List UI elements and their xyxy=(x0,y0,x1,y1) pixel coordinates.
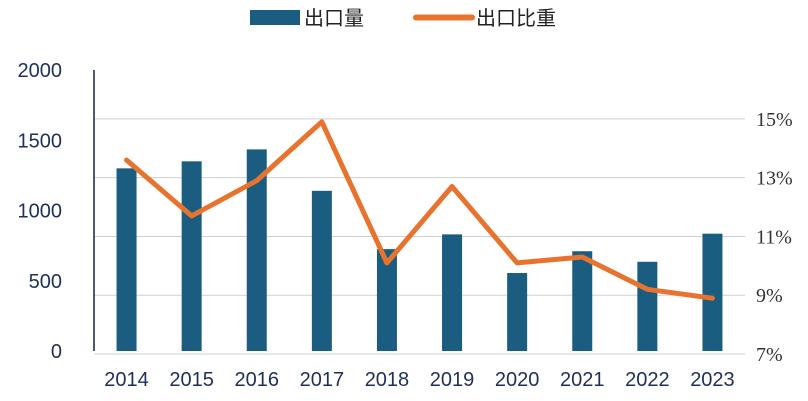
y-right-tick-3: 13% xyxy=(756,168,793,190)
line-path xyxy=(124,119,715,301)
bar-2016 xyxy=(246,149,267,351)
x-tick-2015: 2015 xyxy=(169,369,214,391)
y-left-tick-500: 500 xyxy=(29,271,62,293)
y-left-tick-0: 0 xyxy=(51,341,62,363)
bar-2018 xyxy=(376,249,397,351)
x-tick-2020: 2020 xyxy=(495,369,540,391)
gridlines xyxy=(94,118,745,355)
bar-2019 xyxy=(442,234,463,351)
legend: 出口量 出口比重 xyxy=(250,6,556,30)
bar-2020 xyxy=(507,273,528,351)
bar-2022 xyxy=(637,261,658,351)
bar-2015 xyxy=(181,161,202,351)
x-tick-2018: 2018 xyxy=(365,369,410,391)
legend-line-label: 出口比重 xyxy=(476,6,556,30)
x-tick-2023: 2023 xyxy=(690,369,735,391)
legend-bar-swatch xyxy=(250,10,300,25)
y-left-tick-1000: 1000 xyxy=(18,201,63,223)
y-left-tick-1500: 1500 xyxy=(18,130,63,152)
line-series xyxy=(124,119,715,301)
tick-labels: 0 500 1000 1500 2000 7% 9% 11% 13% 15% 2014 2015 201… xyxy=(18,60,793,391)
bar-2021 xyxy=(572,251,593,351)
x-tick-2019: 2019 xyxy=(430,369,475,391)
bar-2017 xyxy=(311,190,332,351)
y-right-tick-0: 7% xyxy=(756,344,783,366)
y-left-tick-2000: 2000 xyxy=(18,60,63,82)
bar-series xyxy=(116,149,723,351)
x-tick-2014: 2014 xyxy=(104,369,149,391)
bar-2014 xyxy=(116,168,137,351)
y-right-tick-2: 11% xyxy=(756,226,792,248)
y-right-tick-1: 9% xyxy=(756,285,783,307)
x-tick-2016: 2016 xyxy=(235,369,280,391)
y-right-tick-4: 15% xyxy=(756,109,793,131)
x-tick-2021: 2021 xyxy=(560,369,605,391)
bar-2023 xyxy=(702,233,723,351)
x-tick-2017: 2017 xyxy=(300,369,345,391)
legend-bar-label: 出口量 xyxy=(304,6,364,30)
x-tick-2022: 2022 xyxy=(625,369,670,391)
